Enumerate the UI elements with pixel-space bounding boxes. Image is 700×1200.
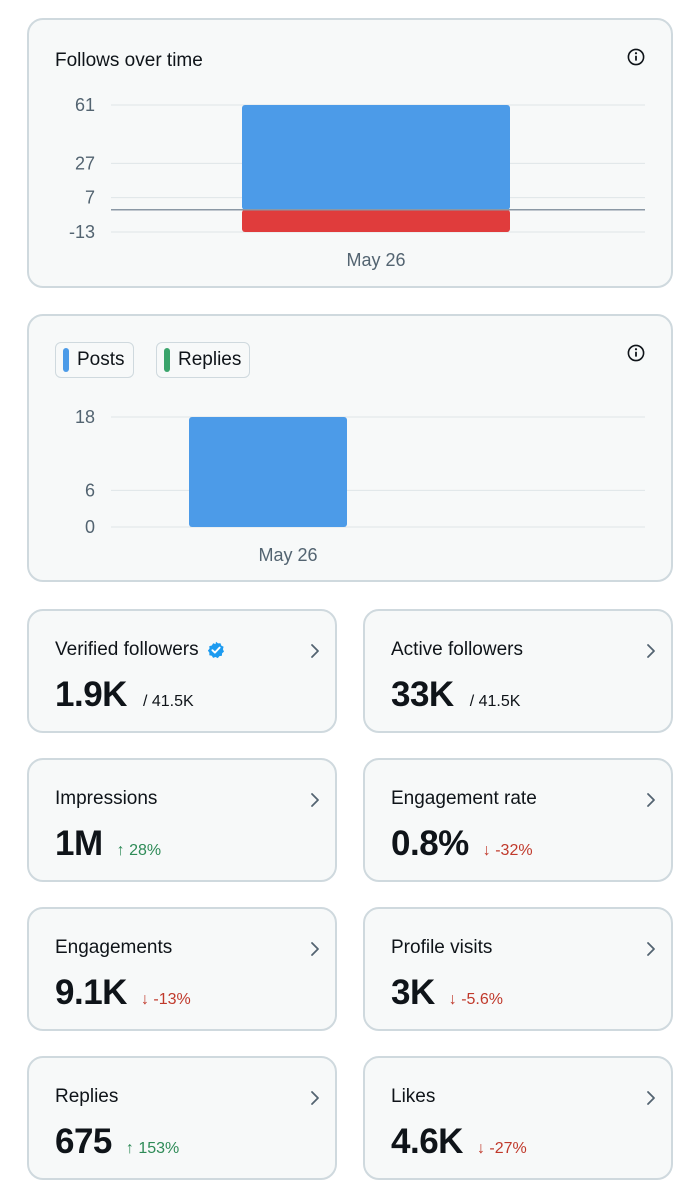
active-followers-title: Active followers [391,639,523,660]
active-followers-card[interactable]: Active followers 33K / 41.5K [363,609,673,733]
y-tick-label: 0 [85,517,95,537]
impressions-value-row: 1M ↑ 28% [55,824,161,864]
info-icon[interactable] [627,344,645,362]
engagement-rate-title: Engagement rate [391,788,537,809]
impressions-value: 1M [55,824,103,863]
legend-posts-label: Posts [77,349,125,370]
profile-visits-value: 3K [391,973,435,1012]
active-followers-title-row: Active followers [391,639,523,661]
verified-followers-card[interactable]: Verified followers 1.9K / 41.5K [27,609,337,733]
likes-value: 4.6K [391,1122,463,1161]
engagements-title-row: Engagements [55,937,172,959]
replies-value-row: 675 ↑ 153% [55,1122,179,1162]
verified-followers-title-row: Verified followers [55,639,225,661]
bar-gained[interactable] [242,105,510,210]
bar-posts[interactable] [189,417,347,527]
verified-followers-title: Verified followers [55,639,199,660]
impressions-title-row: Impressions [55,788,157,810]
likes-card[interactable]: Likes 4.6K ↓ -27% [363,1056,673,1180]
x-tick-label: May 26 [346,250,405,270]
chevron-right-icon[interactable] [309,642,321,660]
verified-followers-value-row: 1.9K / 41.5K [55,675,194,715]
y-tick-label: -13 [69,222,95,242]
replies-title: Replies [55,1086,119,1107]
replies-change: ↑ 153% [125,1140,180,1157]
profile-visits-title: Profile visits [391,937,493,958]
chevron-right-icon[interactable] [309,791,321,809]
impressions-change: ↑ 28% [116,842,162,859]
profile-visits-card[interactable]: Profile visits 3K ↓ -5.6% [363,907,673,1031]
engagements-value: 9.1K [55,973,127,1012]
engagements-card[interactable]: Engagements 9.1K ↓ -13% [27,907,337,1031]
replies-card[interactable]: Replies 675 ↑ 153% [27,1056,337,1180]
y-tick-label: 27 [75,153,95,173]
engagements-value-row: 9.1K ↓ -13% [55,973,191,1013]
active-followers-total: / 41.5K [469,693,521,710]
replies-value: 675 [55,1122,112,1161]
legend-replies-label: Replies [178,349,242,370]
likes-change: ↓ -27% [476,1140,527,1157]
engagement-rate-title-row: Engagement rate [391,788,537,810]
verified-badge-icon [207,641,224,659]
y-tick-label: 6 [85,480,95,500]
x-tick-label: May 26 [258,545,317,565]
posts-swatch [63,348,69,372]
engagements-change: ↓ -13% [140,991,191,1008]
profile-visits-change: ↓ -5.6% [448,991,503,1008]
impressions-card[interactable]: Impressions 1M ↑ 28% [27,758,337,882]
verified-followers-total: / 41.5K [142,693,194,710]
chevron-right-icon[interactable] [645,791,657,809]
replies-title-row: Replies [55,1086,118,1108]
likes-title: Likes [391,1086,436,1107]
likes-title-row: Likes [391,1086,435,1108]
chevron-right-icon[interactable] [645,1089,657,1107]
follows-chart: 61 27 7 -13 May 26 [69,95,645,270]
profile-visits-title-row: Profile visits [391,937,492,959]
impressions-title: Impressions [55,788,158,809]
chevron-right-icon[interactable] [645,940,657,958]
info-icon[interactable] [627,48,645,66]
active-followers-value: 33K [391,675,454,714]
bar-lost[interactable] [242,209,510,232]
engagement-rate-card[interactable]: Engagement rate 0.8% ↓ -32% [363,758,673,882]
engagements-title: Engagements [55,937,173,958]
y-tick-label: 18 [75,407,95,427]
legend-posts[interactable]: Posts [55,342,134,378]
chevron-right-icon[interactable] [645,642,657,660]
engagement-rate-value-row: 0.8% ↓ -32% [391,824,533,864]
chevron-right-icon[interactable] [309,940,321,958]
verified-followers-value: 1.9K [55,675,127,714]
follows-over-time-card: Follows over time 61 27 7 -13 May 26 [27,18,673,288]
y-tick-label: 7 [85,188,95,208]
profile-visits-value-row: 3K ↓ -5.6% [391,973,503,1013]
engagement-rate-value: 0.8% [391,824,469,863]
legend-replies[interactable]: Replies [156,342,251,378]
posts-replies-card: Posts Replies 18 6 0 May 26 [27,314,673,582]
engagement-rate-change: ↓ -32% [482,842,533,859]
likes-value-row: 4.6K ↓ -27% [391,1122,527,1162]
active-followers-value-row: 33K / 41.5K [391,675,520,715]
follows-card-title: Follows over time [55,50,203,71]
y-tick-label: 61 [75,95,95,115]
posts-chart: 18 6 0 May 26 [75,407,645,565]
replies-swatch [164,348,170,372]
chevron-right-icon[interactable] [309,1089,321,1107]
